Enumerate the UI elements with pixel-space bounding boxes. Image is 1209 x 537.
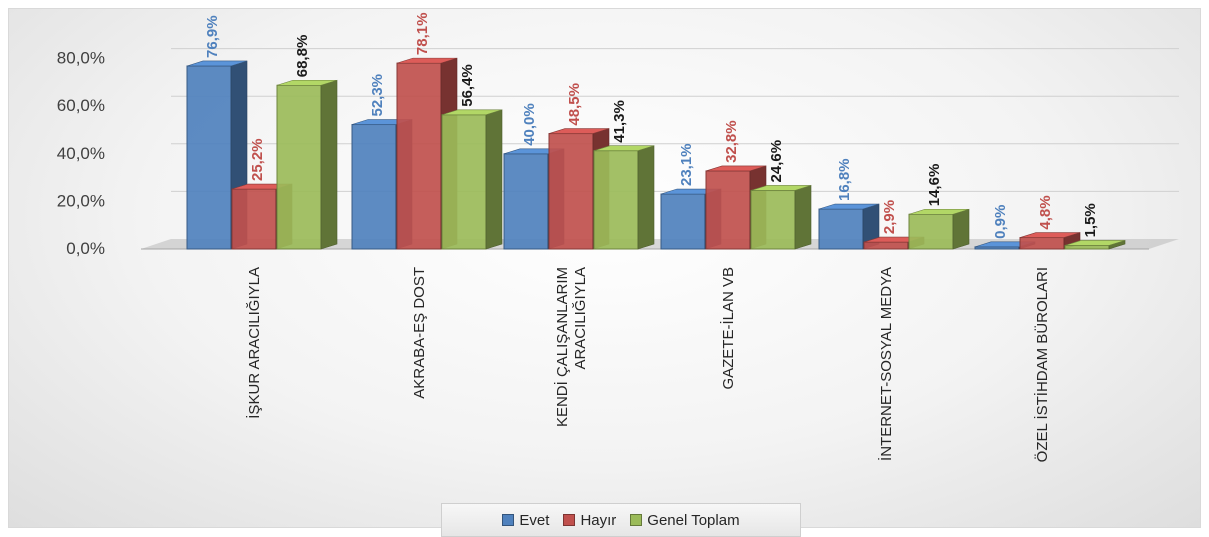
bar-top	[1019, 232, 1081, 238]
bar-side	[485, 109, 503, 250]
data-label: 76,9%	[204, 15, 221, 58]
bar	[503, 153, 549, 250]
y-tick-label: 20,0%	[57, 191, 105, 210]
data-label: 2,9%	[881, 200, 898, 234]
legend-swatch	[563, 514, 576, 526]
legend-swatch	[502, 514, 515, 526]
y-tick-label: 80,0%	[57, 49, 105, 68]
bar-top	[441, 109, 503, 116]
bar	[276, 84, 322, 250]
x-tick-label: GAZETE-İLAN VB	[719, 267, 737, 390]
x-tick-label: İŞKUR ARACILIĞIYLA	[245, 267, 263, 419]
bar-top	[396, 57, 458, 64]
chart-frame: 0,0% 20,0% 40,0% 60,0% 80,0% 76,9% 25,2% 68,8% İ…	[8, 8, 1201, 537]
bar-top	[548, 128, 610, 134]
bar	[351, 124, 397, 250]
x-tick-label: KENDİ ÇALIŞANLARIM	[553, 267, 571, 427]
data-label: 0,9%	[992, 205, 1009, 239]
data-label: 40,0%	[521, 103, 538, 146]
bar	[705, 170, 751, 250]
y-tick-label: 0,0%	[66, 239, 105, 258]
bar	[750, 189, 796, 250]
data-label: 14,6%	[926, 164, 943, 207]
bar-top	[705, 165, 767, 172]
data-label: 32,8%	[723, 120, 740, 163]
bar-side	[320, 79, 338, 250]
data-label: 68,8%	[294, 35, 311, 78]
bar	[186, 65, 232, 250]
y-tick-label: 40,0%	[57, 144, 105, 163]
data-label: 1,5%	[1082, 203, 1099, 237]
chart-legend: Evet Hayır Genel Toplam	[441, 503, 801, 537]
data-label: 56,4%	[459, 64, 476, 107]
bar	[818, 208, 864, 250]
bar-side	[952, 208, 970, 250]
data-label: 41,3%	[611, 100, 628, 143]
bar-side	[794, 185, 812, 250]
bar-side	[637, 145, 655, 250]
legend-item: Hayır	[563, 512, 616, 529]
data-label: 52,3%	[369, 74, 386, 117]
bar	[396, 62, 442, 250]
bar	[1019, 237, 1065, 250]
bar-top	[593, 145, 655, 152]
y-tick-label: 60,0%	[57, 96, 105, 115]
bar	[548, 133, 594, 250]
data-label: 25,2%	[249, 138, 266, 181]
x-tick-label: AKRABA-EŞ DOST	[411, 267, 428, 399]
bar-top	[750, 185, 812, 191]
x-tick-label: ARACILIĞIYLA	[572, 267, 589, 370]
legend-item: Genel Toplam	[630, 511, 740, 529]
legend-item: Evet	[502, 512, 549, 529]
bar	[660, 193, 706, 250]
bar-top	[186, 60, 248, 67]
bar	[441, 114, 487, 250]
bar	[1064, 244, 1110, 250]
bar-chart: 0,0% 20,0% 40,0% 60,0% 80,0% 76,9% 25,2% 68,8% İ…	[57, 13, 1179, 462]
data-label: 48,5%	[566, 83, 583, 126]
data-label: 24,6%	[768, 140, 785, 183]
x-tick-label: İNTERNET-SOSYAL MEDYA	[877, 267, 895, 461]
data-label: 23,1%	[678, 143, 695, 186]
bar-top	[1064, 240, 1126, 246]
bar	[231, 188, 277, 250]
legend-swatch	[630, 514, 643, 526]
x-tick-label: ÖZEL İSTİHDAM BÜROLARI	[1033, 267, 1051, 462]
bar	[974, 246, 1020, 250]
legend-label: Hayır	[580, 511, 617, 529]
bar	[908, 213, 954, 250]
legend-label: Evet	[519, 511, 550, 529]
bar-top	[908, 208, 970, 215]
bar-top	[818, 203, 880, 210]
bar	[863, 241, 909, 250]
data-label: 78,1%	[414, 13, 431, 56]
bar	[593, 150, 639, 250]
bar-top	[276, 79, 338, 86]
data-label: 16,8%	[836, 158, 853, 201]
legend-label: Genel Toplam	[647, 511, 740, 529]
data-label: 4,8%	[1037, 195, 1054, 229]
